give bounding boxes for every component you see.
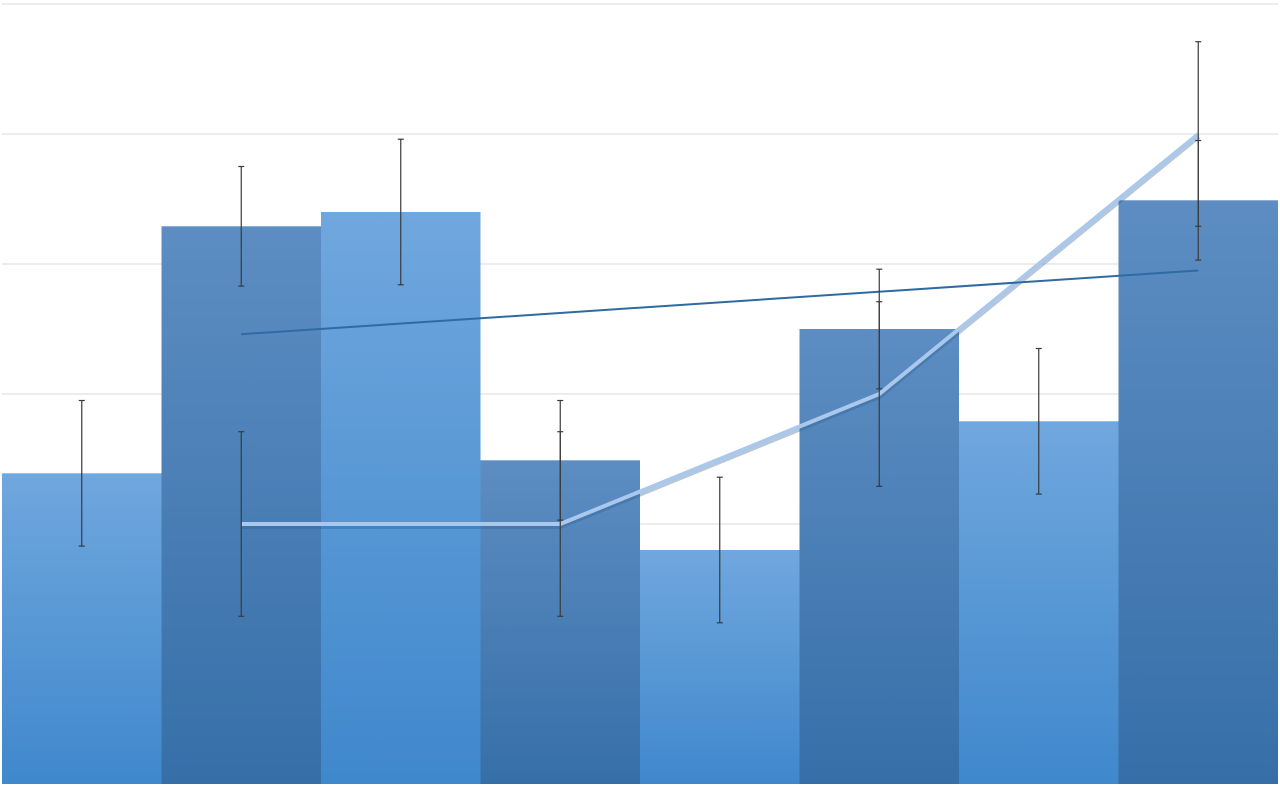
series-line [241, 132, 1200, 526]
bar [1118, 200, 1278, 785]
lines [241, 132, 1201, 529]
error-bars [78, 41, 1202, 624]
bar [321, 212, 481, 784]
trendline [241, 269, 1199, 336]
bars [2, 200, 1278, 785]
